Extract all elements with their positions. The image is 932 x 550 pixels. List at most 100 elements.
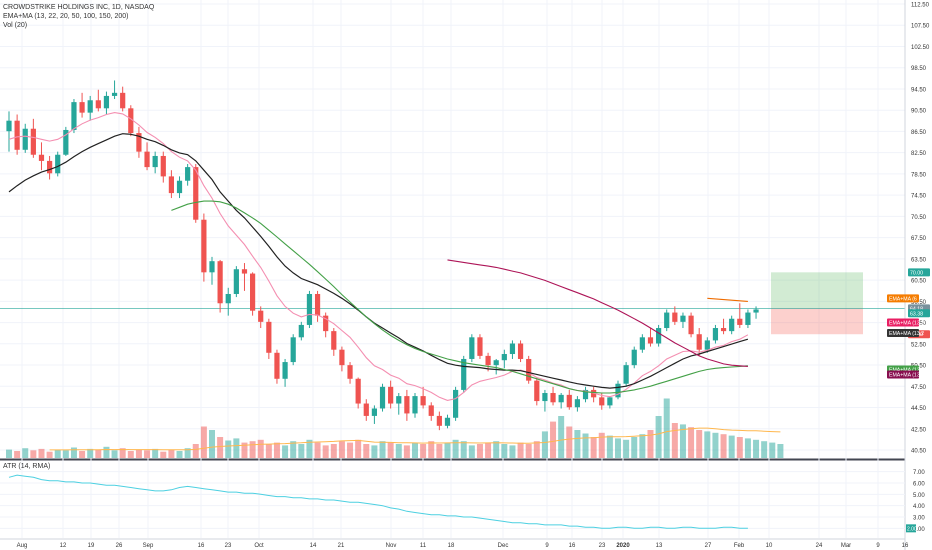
candle-body	[363, 403, 369, 416]
ema-legend: EMA+MA (13, 22, 20, 50, 100, 150, 200)	[3, 13, 129, 20]
time-tick-label: 24	[816, 543, 823, 549]
volume-bar	[574, 430, 581, 458]
volume-bar	[119, 448, 126, 458]
candle-body	[209, 261, 215, 273]
volume-bar	[558, 416, 565, 458]
candle-body	[469, 337, 475, 359]
price-tag-label: EMA+MA (6	[889, 296, 917, 302]
candle-body	[266, 321, 272, 353]
candle-body	[745, 312, 751, 325]
volume-bar	[615, 438, 621, 458]
candle-body	[87, 100, 93, 113]
volume-bar	[436, 444, 443, 458]
atr-line	[8, 474, 748, 529]
price-tag-bg	[887, 370, 919, 379]
volume-bar	[712, 432, 719, 458]
volume-bar	[428, 441, 435, 458]
volume-bar	[209, 430, 215, 458]
price-tag-bg	[908, 268, 930, 277]
position-target-zone	[771, 272, 863, 309]
atr-tick-label: 6.00	[913, 482, 925, 488]
price-tag-label: EMA+MA (13,2	[889, 372, 924, 378]
time-tick-label: 9	[545, 543, 549, 549]
price-tick-label: 40.50	[911, 449, 927, 455]
volume-bar	[54, 449, 61, 458]
time-tick-label: Oct	[254, 543, 264, 549]
candle-body	[14, 120, 20, 150]
volume-bar	[127, 451, 134, 458]
volume-bar	[176, 451, 183, 458]
candle-body	[453, 389, 459, 418]
volume-bar	[79, 451, 86, 458]
candle-body	[501, 354, 507, 361]
candle-body	[152, 155, 158, 168]
volume-bar	[582, 433, 589, 458]
volume-bar	[233, 438, 240, 458]
volume-bar	[509, 445, 516, 458]
candle-body	[314, 293, 321, 316]
volume-bar	[314, 442, 321, 458]
candle-body	[79, 102, 85, 113]
candle-body	[168, 176, 174, 194]
volume-bar	[95, 449, 102, 458]
candle-body	[534, 380, 540, 402]
candle-body	[729, 318, 735, 332]
volume-bar	[460, 441, 467, 458]
volume-bar	[420, 444, 427, 458]
atr-legend: ATR (14, RMA)	[3, 463, 51, 470]
volume-bar	[103, 446, 110, 458]
volume-bar	[671, 423, 678, 458]
candle-body	[623, 365, 629, 384]
price-tick-label: 42.50	[911, 427, 927, 433]
candle-body	[574, 399, 580, 408]
price-tag-bg	[887, 328, 919, 337]
candle-body	[672, 312, 678, 322]
candle-body	[664, 312, 670, 329]
volume-bar	[184, 448, 191, 458]
price-tick-label: 47.50	[911, 385, 927, 391]
volume-bar	[720, 434, 727, 458]
atr-tick-label: 7.00	[913, 470, 925, 476]
volume-bar	[135, 449, 142, 458]
volume-bar	[639, 434, 646, 458]
volume-bar	[452, 439, 459, 458]
volume-bar	[493, 441, 500, 458]
candle-body	[282, 362, 288, 379]
volume-bar	[606, 435, 613, 458]
position-tool[interactable]	[0, 272, 905, 335]
candle-body	[428, 405, 434, 416]
candle-body	[737, 318, 743, 325]
time-axis[interactable]: Aug 12 19 26 Sep 16 23 Oct 14 21 Nov 11 18 Dec 9 16 23 20…	[17, 543, 909, 549]
volume-bar	[200, 426, 207, 458]
volume-bar	[144, 450, 151, 458]
time-tick-label: 14	[310, 543, 317, 549]
price-tag-label: EMA+MA (13,2	[889, 320, 924, 326]
candle-body	[290, 337, 296, 363]
atr-pane: 7.00 6.00 5.00 4.00 3.00 2.002.00	[0, 470, 925, 533]
volume-bar	[70, 447, 77, 458]
candle-body	[696, 334, 702, 350]
price-tick-label: 107.50	[911, 24, 930, 30]
volume-bar	[631, 437, 638, 458]
volume-bar	[777, 444, 784, 458]
price-tag-label: EMA+MA (13,2	[889, 331, 924, 337]
vol-legend: Vol (20)	[3, 22, 28, 29]
candle-body	[485, 355, 491, 366]
volume-bar	[598, 432, 605, 458]
volume-bar	[22, 448, 29, 458]
candle-body	[639, 337, 645, 350]
volume-bar	[347, 442, 354, 458]
volume-bar	[728, 435, 735, 458]
candle-body	[323, 315, 329, 332]
volume-bar	[363, 444, 370, 458]
volume-bar	[111, 450, 118, 458]
time-tick-label: 23	[599, 543, 606, 549]
volume-bar	[566, 426, 573, 458]
position-stop-zone	[771, 308, 863, 335]
volume-bar	[6, 449, 12, 458]
volume-bar	[257, 439, 264, 458]
time-tick-label: 21	[338, 543, 345, 549]
candle-body	[144, 151, 150, 168]
